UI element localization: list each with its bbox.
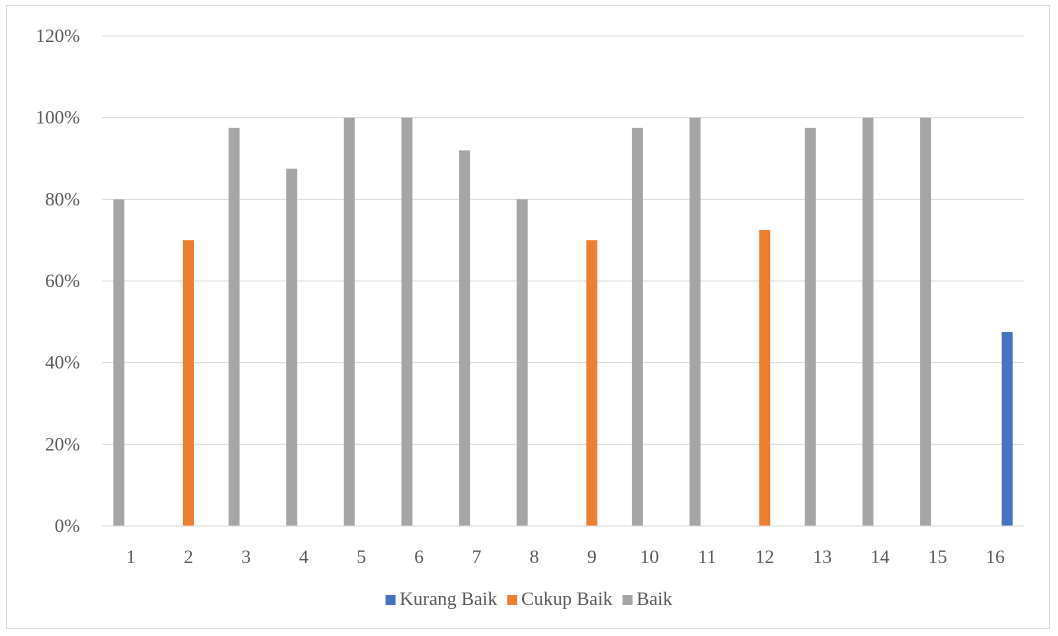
bar-baik-5 bbox=[343, 117, 355, 527]
x-tick-label: 9 bbox=[587, 547, 597, 568]
y-tick-label: 100% bbox=[36, 108, 81, 129]
x-tick-label: 10 bbox=[640, 547, 659, 568]
gridlines bbox=[102, 35, 1024, 445]
x-tick-label: 8 bbox=[529, 547, 539, 568]
bar-baik-8 bbox=[516, 199, 528, 527]
legend-label: Cukup Baik bbox=[521, 589, 613, 610]
y-tick-label: 40% bbox=[45, 353, 80, 374]
bar-cukup-baik-12 bbox=[759, 229, 771, 527]
legend-label: Kurang Baik bbox=[400, 589, 498, 610]
chart-frame bbox=[6, 5, 1050, 629]
x-tick-label: 16 bbox=[986, 547, 1005, 568]
x-tick-label: 13 bbox=[813, 547, 832, 568]
bar-baik-10 bbox=[631, 127, 643, 526]
bar-cukup-baik-2 bbox=[182, 240, 194, 526]
legend-label: Baik bbox=[637, 589, 673, 610]
bar-baik-3 bbox=[228, 127, 240, 526]
bar-baik-11 bbox=[689, 117, 701, 527]
legend-swatch bbox=[385, 595, 396, 605]
x-tick-label: 14 bbox=[870, 547, 890, 568]
x-tick-label: 1 bbox=[126, 547, 136, 568]
bar-cukup-baik-9 bbox=[586, 240, 598, 526]
x-tick-label: 3 bbox=[241, 547, 251, 568]
x-tick-label: 7 bbox=[472, 547, 482, 568]
x-tick-label: 12 bbox=[755, 547, 774, 568]
bar-baik-4 bbox=[286, 168, 298, 527]
x-tick-label: 4 bbox=[299, 547, 309, 568]
legend-item-kurang-baik: Kurang Baik bbox=[385, 589, 498, 610]
y-tick-label: 20% bbox=[45, 434, 80, 455]
x-tick-label: 15 bbox=[928, 547, 947, 568]
bar-baik-1 bbox=[113, 199, 125, 527]
x-tick-label: 2 bbox=[184, 547, 194, 568]
y-tick-label: 0% bbox=[55, 516, 81, 537]
bar-baik-14 bbox=[862, 117, 874, 527]
legend-item-baik: Baik bbox=[622, 589, 673, 610]
bar-baik-13 bbox=[804, 127, 816, 526]
x-tick-label: 11 bbox=[698, 547, 716, 568]
y-axis-tick-labels: 0% 20% 40% 60% 80% 100% 120% bbox=[36, 26, 81, 537]
x-axis-tick-labels: 1 2 3 4 5 6 7 8 9 10 11 12 13 14 15 16 bbox=[126, 547, 1005, 568]
legend-swatch bbox=[507, 595, 518, 605]
x-tick-label: 6 bbox=[414, 547, 424, 568]
bars bbox=[113, 117, 1013, 527]
bar-baik-15 bbox=[920, 117, 932, 527]
legend-swatch bbox=[622, 595, 633, 605]
bar-baik-7 bbox=[459, 150, 471, 527]
y-tick-label: 120% bbox=[36, 26, 81, 47]
legend-item-cukup-baik: Cukup Baik bbox=[507, 589, 613, 610]
legend: Kurang Baik Cukup Baik Baik bbox=[385, 589, 673, 610]
bar-kurang-baik-16 bbox=[1001, 332, 1013, 526]
x-tick-label: 5 bbox=[357, 547, 367, 568]
y-tick-label: 60% bbox=[45, 271, 80, 292]
y-tick-label: 80% bbox=[45, 189, 80, 210]
bar-baik-6 bbox=[401, 117, 413, 527]
